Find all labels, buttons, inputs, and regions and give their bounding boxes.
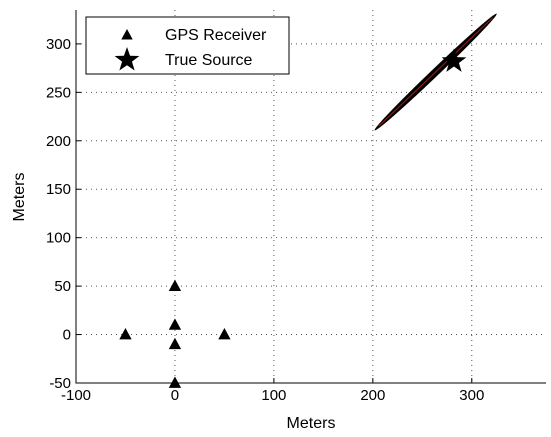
uncertainty-axis-line bbox=[378, 17, 493, 127]
x-tick-label: 100 bbox=[261, 387, 286, 404]
legend: GPS Receiver True Source bbox=[85, 16, 290, 75]
gps-receiver-point bbox=[168, 279, 182, 291]
legend-label-true-source: True Source bbox=[165, 52, 253, 69]
legend-box bbox=[85, 16, 290, 75]
y-tick-label: 50 bbox=[54, 278, 71, 295]
tick-labels: -100 0 100 200 300 -50 0 50 100 150 200 250 300 bbox=[46, 36, 484, 404]
y-tick-label: 200 bbox=[46, 133, 71, 150]
gps-receiver-point bbox=[168, 318, 182, 330]
y-tick-label: -50 bbox=[49, 375, 71, 392]
y-tick-label: 100 bbox=[46, 230, 71, 247]
gps-receiver-point bbox=[168, 337, 182, 350]
y-tick-label: 0 bbox=[63, 327, 71, 344]
x-tick-label: 200 bbox=[360, 387, 385, 404]
x-tick-label: -100 bbox=[61, 387, 91, 404]
y-tick-label: 250 bbox=[46, 84, 71, 101]
legend-marker-triangle bbox=[121, 29, 133, 40]
x-tick-label: 300 bbox=[459, 387, 484, 404]
y-tick-label: 150 bbox=[46, 181, 71, 198]
data-layer bbox=[119, 13, 497, 388]
x-tick-label: 0 bbox=[171, 387, 179, 404]
y-axis-label: Meters bbox=[11, 173, 28, 222]
true-source-point bbox=[441, 48, 467, 72]
x-axis-label: Meters bbox=[287, 415, 336, 432]
gps-receiver-point bbox=[218, 328, 231, 340]
y-tick-label: 300 bbox=[46, 36, 71, 53]
legend-marker-star bbox=[114, 47, 140, 71]
legend-markers bbox=[114, 29, 140, 71]
legend-label-gps-receiver: GPS Receiver bbox=[165, 27, 267, 44]
gps-receiver-point bbox=[119, 328, 132, 340]
